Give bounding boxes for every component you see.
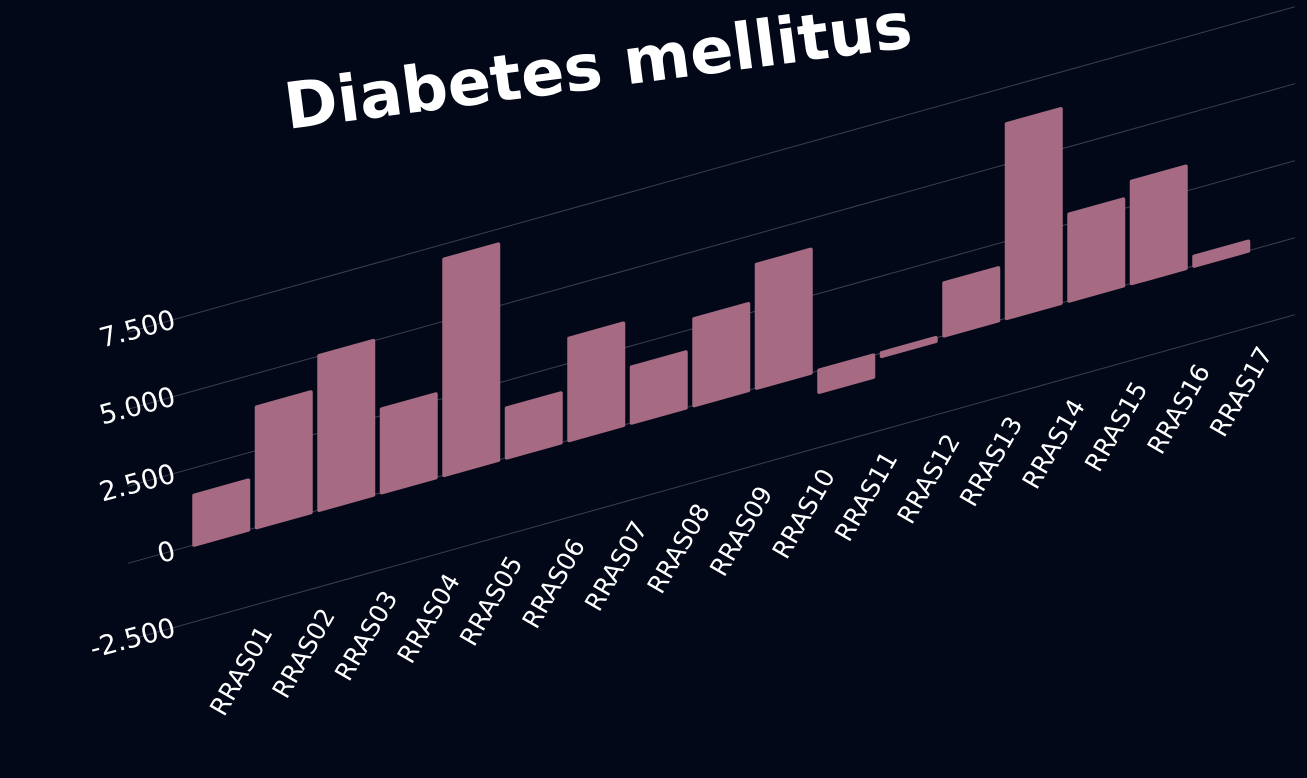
y-tick-label: 7.500: [96, 304, 179, 354]
x-tick-label: RRAS16: [1142, 359, 1216, 459]
bar-rras05: [442, 242, 501, 478]
x-tick-label: RRAS04: [392, 568, 466, 668]
bar-rras01: [192, 478, 251, 547]
chart-title: Diabetes mellitus: [280, 0, 916, 145]
x-tick-label: RRAS11: [829, 446, 903, 546]
bar-rras06: [504, 391, 563, 460]
y-tick-label: -2.500: [87, 612, 179, 664]
bar-rras14: [1004, 107, 1063, 321]
bar-rras08: [629, 350, 688, 425]
gridline: [127, 314, 1296, 641]
bar-rras11: [817, 353, 876, 394]
bar-rras03: [317, 338, 376, 512]
bar-rras15: [1067, 197, 1126, 303]
bar-rras09: [692, 302, 751, 408]
x-tick-label: RRAS10: [767, 464, 841, 564]
x-tick-label: RRAS01: [204, 621, 278, 721]
gridline: [127, 6, 1296, 333]
x-tick-label: RRAS14: [1017, 394, 1091, 494]
bar-rras10: [754, 247, 813, 390]
bars: [192, 107, 1251, 547]
bar-rras12: [879, 335, 938, 359]
x-tick-label: RRAS17: [1204, 342, 1278, 442]
x-tick-label: RRAS07: [579, 516, 653, 616]
bar-rras07: [567, 321, 626, 443]
x-tick-label: RRAS09: [704, 481, 778, 581]
x-tick-label: RRAS03: [329, 586, 403, 686]
x-tick-label: RRAS02: [267, 603, 341, 703]
x-tick-label: RRAS13: [954, 412, 1028, 512]
y-tick-label: 5.000: [96, 381, 179, 431]
bar-rras16: [1129, 164, 1188, 286]
y-tick-label: 2.500: [96, 458, 179, 508]
x-tick-label: RRAS05: [454, 551, 528, 651]
x-tick-label: RRAS08: [642, 499, 716, 599]
bar-rras02: [254, 390, 313, 530]
bar-rras04: [379, 392, 438, 495]
x-tick-label: RRAS12: [892, 429, 966, 529]
x-tick-label: RRAS15: [1079, 377, 1153, 477]
bar-rras17: [1192, 239, 1251, 268]
x-tick-label: RRAS06: [517, 534, 591, 634]
y-axis-ticks: -2.500 0 2.500 5.000 7.500: [87, 304, 179, 664]
bar-rras13: [942, 266, 1001, 338]
y-tick-label: 0: [154, 535, 179, 569]
